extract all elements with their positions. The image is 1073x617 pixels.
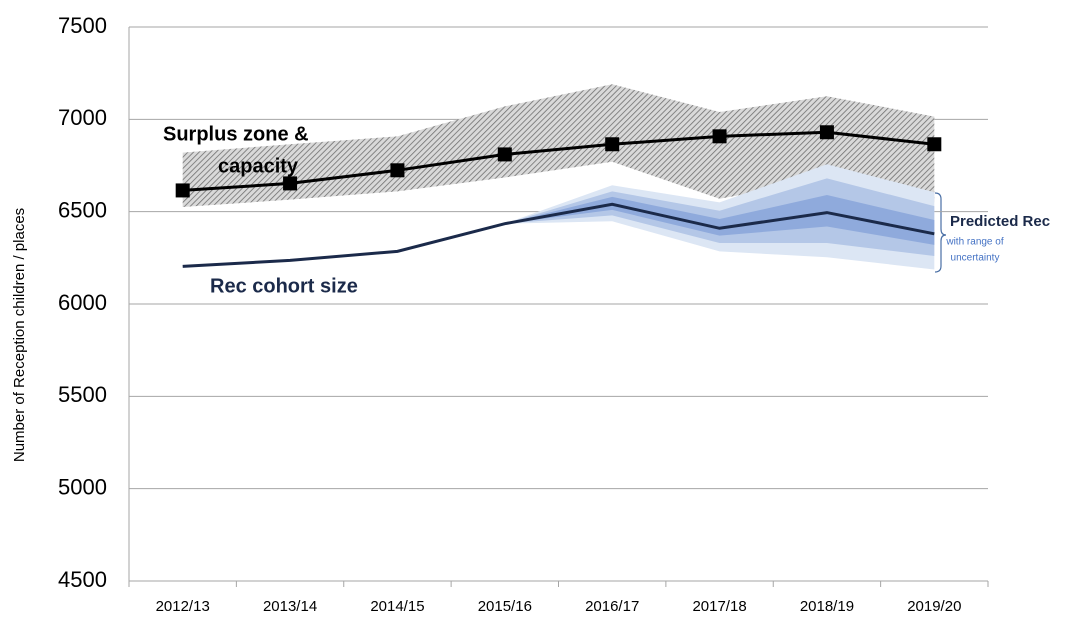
marker [712, 129, 727, 144]
annotation: Surplus zone & [163, 123, 309, 145]
x-tick-label: 2015/16 [478, 598, 532, 615]
x-tick-label: 2018/19 [800, 598, 854, 615]
annotation: Rec cohort size [210, 275, 358, 297]
y-tick-label: 6000 [58, 290, 107, 315]
marker [927, 137, 942, 152]
marker [283, 176, 298, 191]
annotation: capacity [218, 155, 299, 177]
annotation: uncertainty [951, 253, 1000, 264]
annotation: Predicted Rec [950, 213, 1050, 230]
x-tick-label: 2019/20 [907, 598, 961, 615]
series-line [182, 202, 935, 268]
x-tick-label: 2014/15 [370, 598, 424, 615]
y-tick-label: 5500 [58, 382, 107, 407]
x-tick-label: 2013/14 [263, 598, 317, 615]
y-tick-label: 6500 [58, 197, 107, 222]
marker [605, 137, 620, 152]
y-tick-label: 4500 [58, 567, 107, 592]
y-tick-label: 5000 [58, 474, 107, 499]
uncertainty-band [504, 195, 935, 245]
x-tick-label: 2016/17 [585, 598, 639, 615]
marker [497, 147, 512, 162]
bracket [934, 192, 947, 273]
surplus-zone [182, 84, 935, 208]
y-tick-label: 7000 [58, 105, 107, 130]
marker [390, 163, 405, 178]
annotation: with range of [945, 237, 1003, 248]
marker [175, 183, 190, 198]
marker [819, 125, 834, 140]
x-tick-label: 2012/13 [156, 598, 210, 615]
series-line [182, 130, 935, 192]
x-tick-label: 2017/18 [692, 598, 746, 615]
y-tick-label: 7500 [58, 13, 107, 38]
y-axis-label: Number of Reception children / places [11, 208, 28, 462]
